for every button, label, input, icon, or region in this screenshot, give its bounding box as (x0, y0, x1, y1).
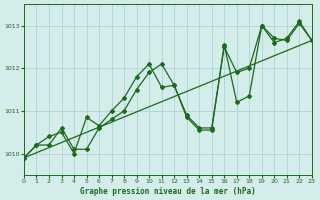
X-axis label: Graphe pression niveau de la mer (hPa): Graphe pression niveau de la mer (hPa) (80, 187, 256, 196)
